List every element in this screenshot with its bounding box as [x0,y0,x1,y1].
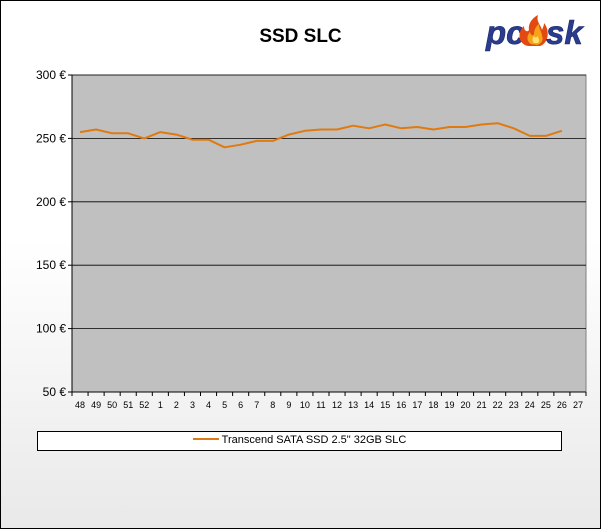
x-tick-label: 4 [206,400,211,410]
x-tick-label: 7 [254,400,259,410]
pcksk-logo: pc sk [484,10,588,59]
legend-item: Transcend SATA SSD 2.5" 32GB SLC [38,434,561,446]
logo-graphic: pc sk [485,14,585,52]
x-tick-label: 24 [525,400,535,410]
x-tick-label: 26 [557,400,567,410]
x-tick-label: 16 [396,400,406,410]
x-tick-label: 22 [493,400,503,410]
x-tick-label: 11 [316,400,325,410]
x-tick-label: 2 [174,400,179,410]
x-tick-label: 25 [541,400,551,410]
x-tick-label: 10 [300,400,310,410]
x-tick-label: 48 [75,400,85,410]
y-tick-label: 300 € [36,68,66,82]
x-tick-label: 6 [238,400,243,410]
y-tick-label: 200 € [36,195,66,209]
x-tick-label: 9 [286,400,291,410]
y-tick-label: 150 € [36,258,66,272]
logo-text-left: pc [485,14,525,51]
y-tick-label: 100 € [36,322,66,336]
x-tick-label: 14 [364,400,374,410]
x-tick-label: 20 [461,400,471,410]
plot-area [71,74,587,393]
x-tick-label: 13 [348,400,358,410]
x-tick-label: 5 [222,400,227,410]
x-tick-label: 15 [380,400,390,410]
x-tick-label: 49 [91,400,101,410]
series-line [79,122,563,149]
x-tick-label: 19 [444,400,454,410]
legend: Transcend SATA SSD 2.5" 32GB SLC [37,431,562,451]
x-tick-label: 27 [573,400,583,410]
y-tick-label: 250 € [36,131,66,145]
x-tick-label: 1 [158,400,163,410]
x-tick-label: 51 [123,400,133,410]
y-axis: 50 € 100 € 150 € 200 € 250 € 300 € [36,68,73,399]
x-tick-label: 3 [190,400,195,410]
series-layer [79,122,563,149]
x-tick-label: 50 [107,400,117,410]
x-tick-label: 12 [332,400,342,410]
legend-swatch [192,438,219,441]
legend-label: Transcend SATA SSD 2.5" 32GB SLC [221,434,407,446]
x-tick-label: 52 [139,400,149,410]
x-tick-label: 17 [412,400,422,410]
x-tick-label: 18 [428,400,438,410]
flame-icon [519,15,548,46]
gridlines [72,74,586,330]
x-axis: 48 49 50 51 52 1 2 3 4 5 6 7 8 9 10 11 12 13 14 15 16 17 18 19 2… [71,391,587,410]
x-tick-label: 21 [477,400,487,410]
x-tick-label: 8 [270,400,275,410]
y-tick-label: 50 € [43,385,67,399]
logo-text-right: sk [546,14,584,51]
chart-title: SSD SLC [259,26,342,47]
x-tick-label: 23 [509,400,519,410]
